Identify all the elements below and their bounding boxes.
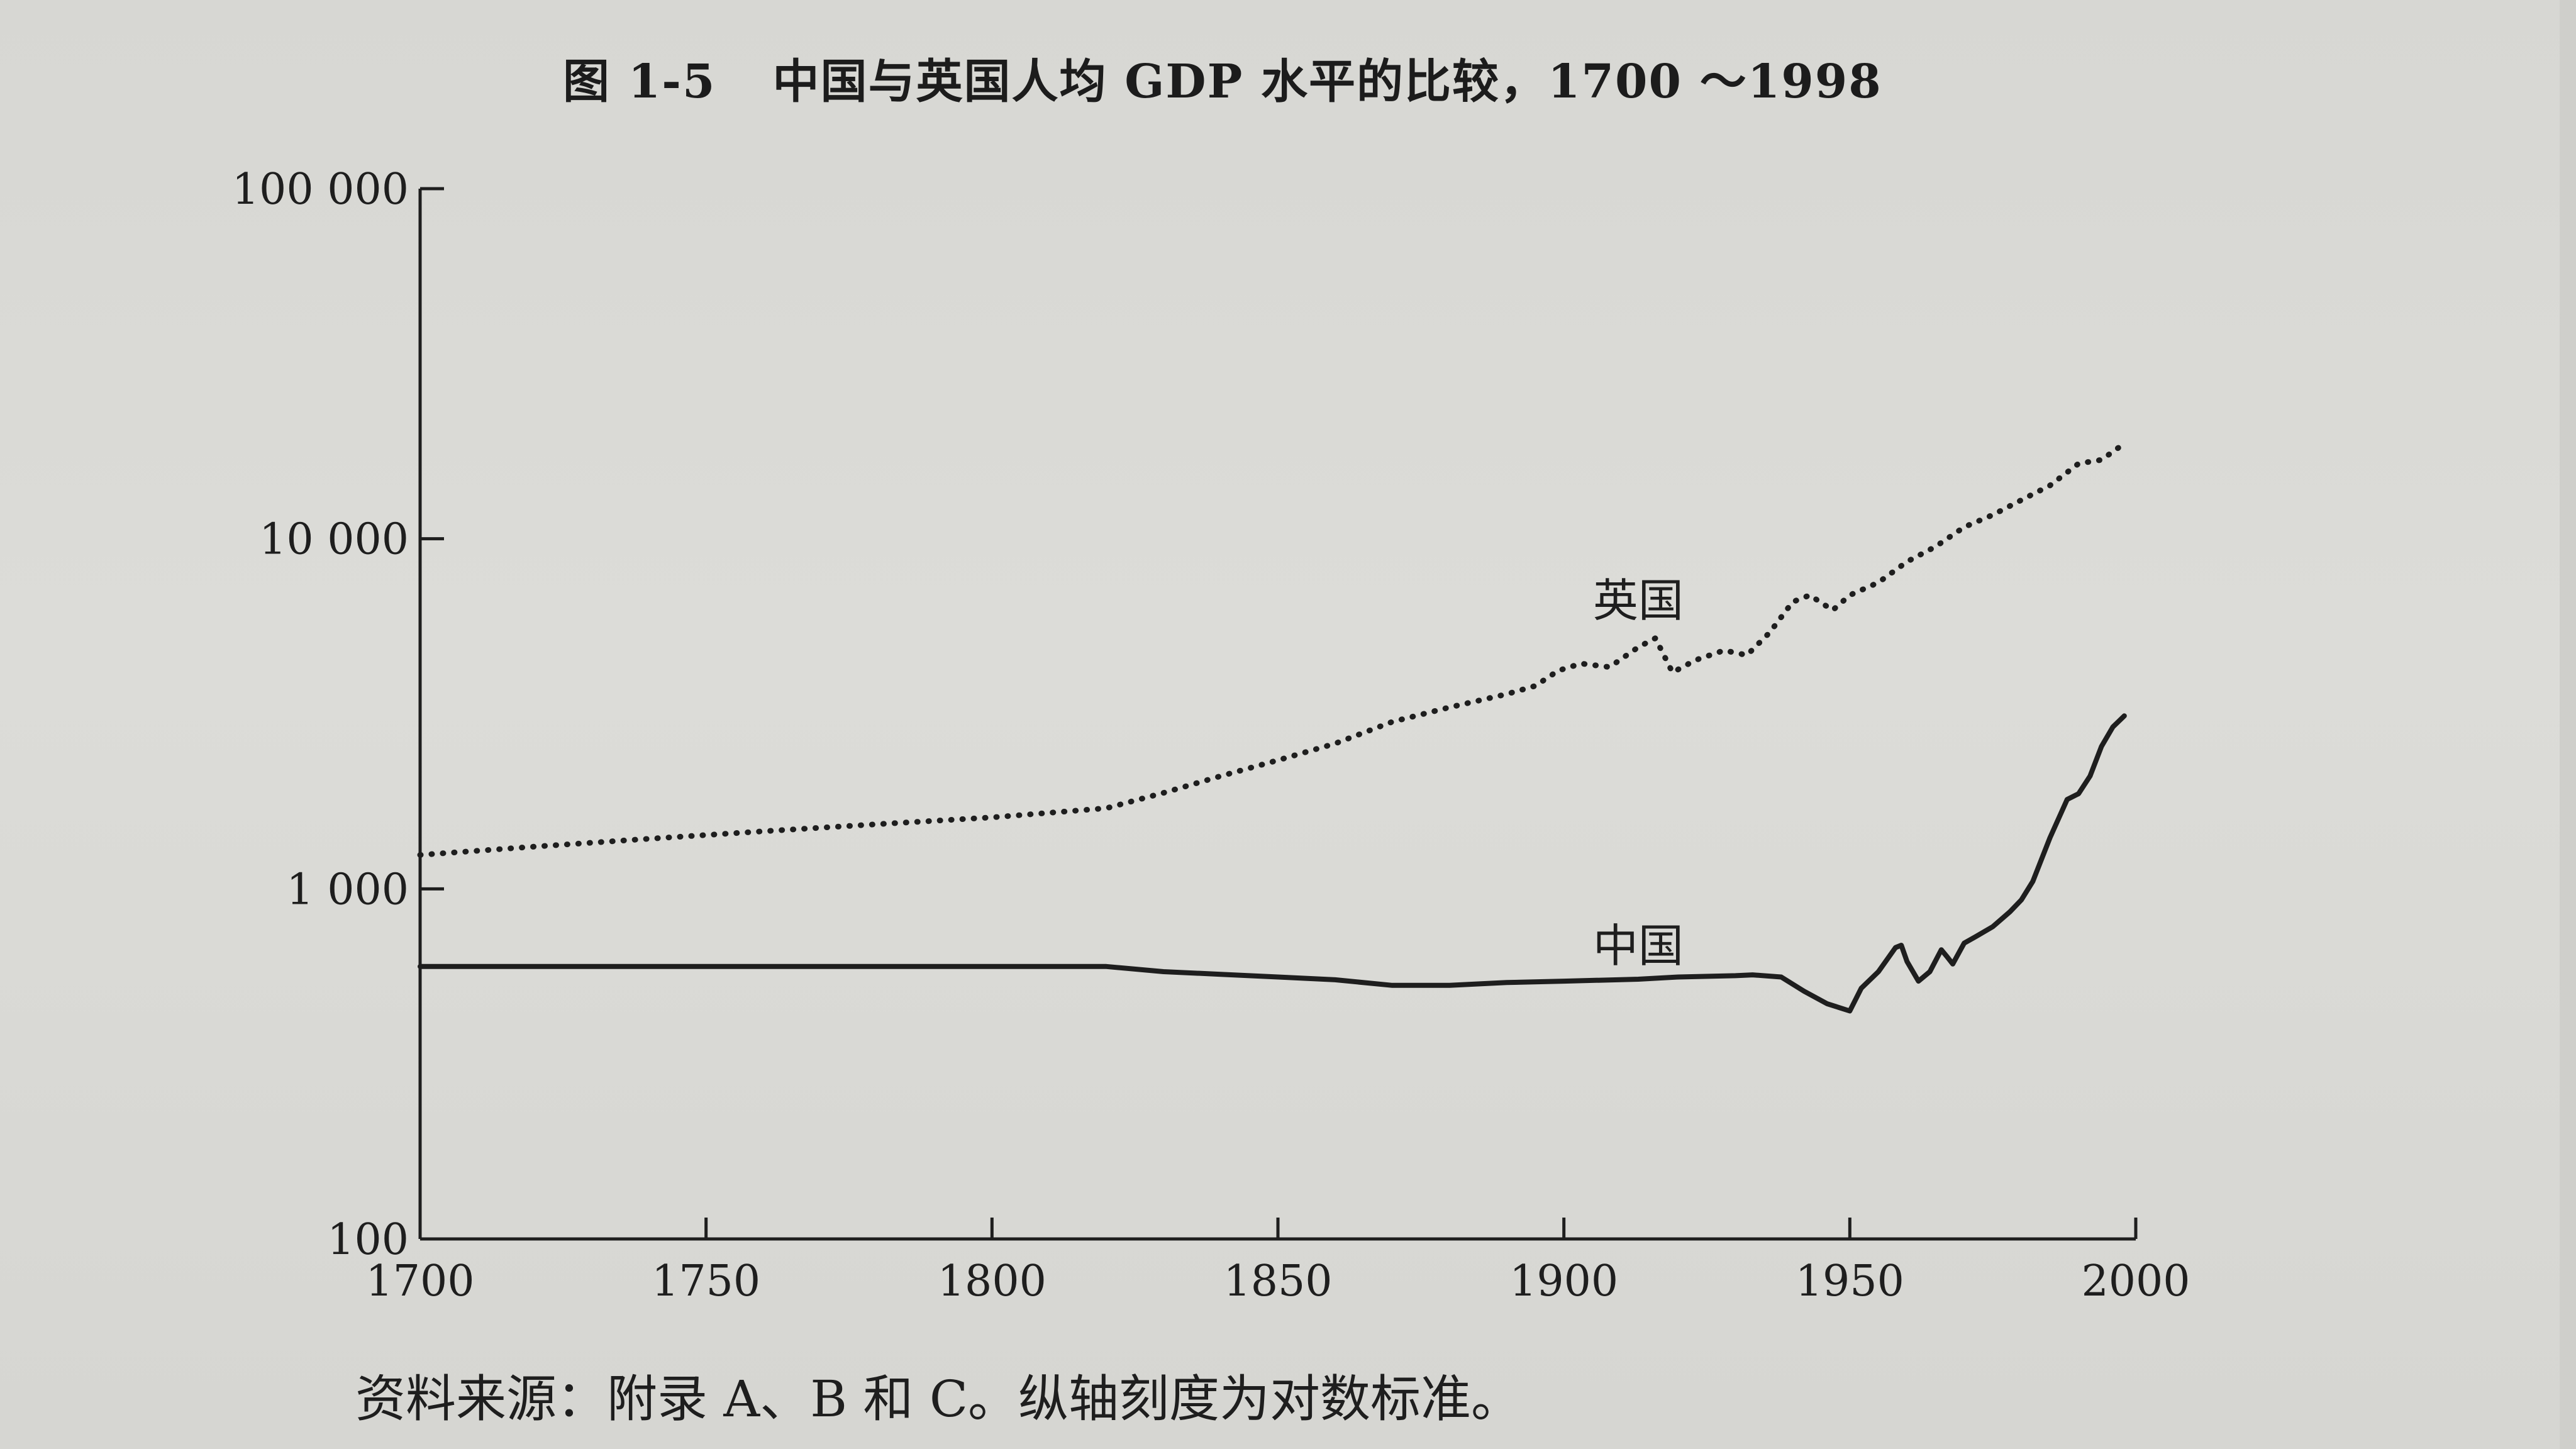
y-tick-label: 10 000: [259, 515, 409, 565]
chart-ticks: 100 1 000 10 000 100 000 1700 1750 1800 1850 190…: [232, 165, 2190, 1306]
page-edge: [2560, 0, 2576, 1449]
source-note: 资料来源：附录 A、B 和 C。纵轴刻度为对数标准。: [355, 1370, 1522, 1428]
chart-title-text: 中国与英国人均 GDP 水平的比较，1700 ～1998: [772, 55, 1882, 109]
x-tick-label: 1750: [652, 1257, 760, 1306]
series-line-china: [418, 713, 2127, 1014]
y-tick-label: 100: [327, 1215, 409, 1265]
x-tick-label: 1900: [1509, 1257, 1618, 1306]
y-tick-label: 100 000: [232, 165, 409, 214]
chart-title: 图 1-5 中国与英国人均 GDP 水平的比较，1700 ～1998: [563, 44, 1882, 111]
y-tick-label: 1 000: [286, 865, 409, 914]
x-tick-label: 2000: [2081, 1257, 2190, 1306]
x-tick-label: 1800: [938, 1257, 1046, 1306]
series-line-uk: [417, 440, 2128, 858]
chart-series: [417, 440, 2128, 1014]
x-tick-label: 1950: [1796, 1257, 1904, 1306]
chart-axes: [418, 189, 2136, 1241]
series-label-uk: 英国: [1593, 574, 1684, 627]
x-tick-label: 1700: [365, 1257, 474, 1306]
series-label-china: 中国: [1593, 919, 1684, 972]
figure-number: 图 1-5: [563, 55, 716, 109]
x-tick-label: 1850: [1223, 1257, 1332, 1306]
